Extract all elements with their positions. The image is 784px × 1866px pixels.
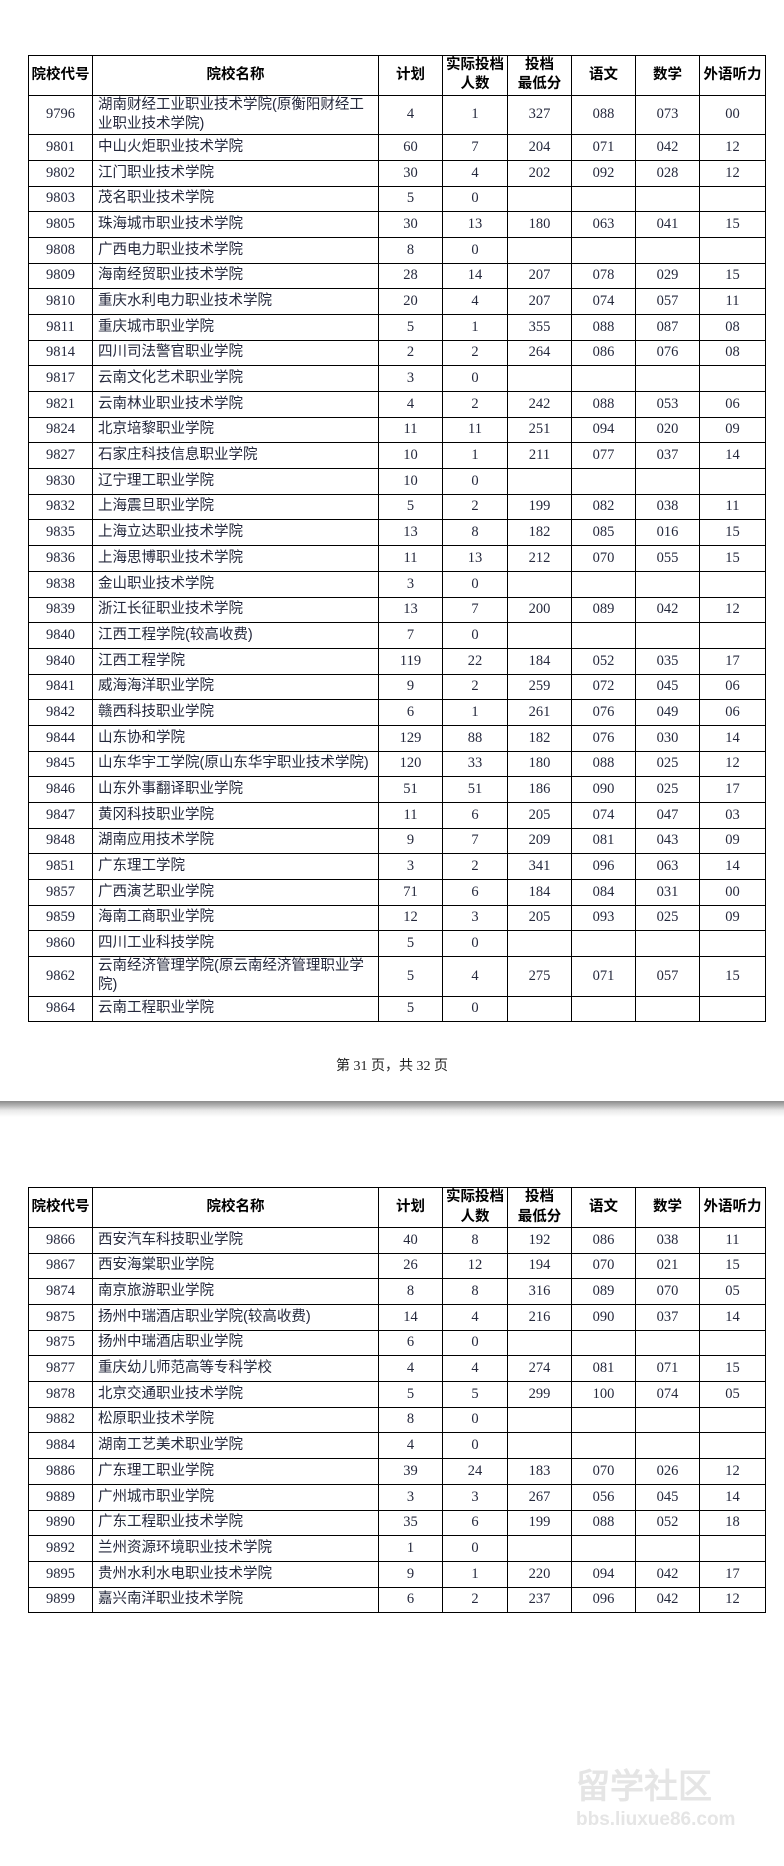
svg-text:留学社区: 留学社区 (576, 1767, 712, 1806)
svg-text:bbs.liuxue86.com: bbs.liuxue86.com (576, 1809, 735, 1830)
